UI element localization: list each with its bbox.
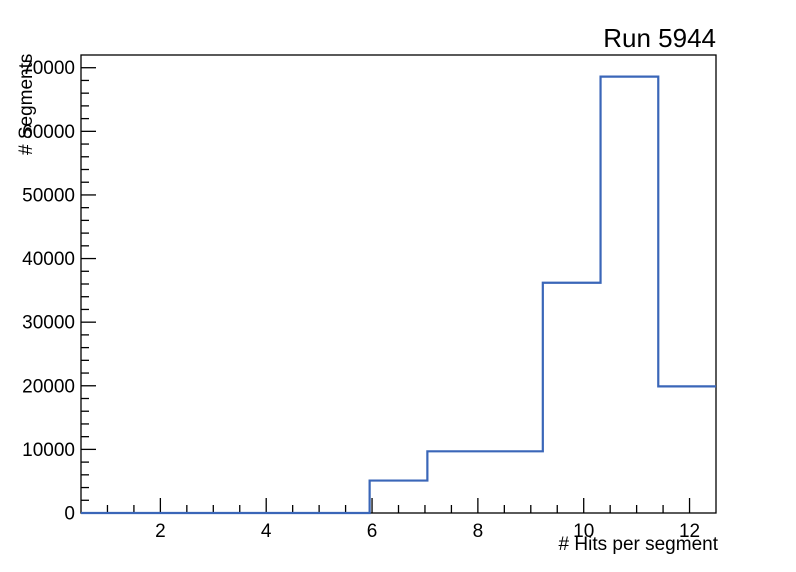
plot-frame bbox=[80, 54, 717, 514]
histogram-line bbox=[81, 75, 716, 515]
axis-ticks bbox=[81, 67, 691, 513]
plot-title: Run 5944 bbox=[603, 23, 716, 53]
x-tick-label: 2 bbox=[155, 521, 166, 542]
y-tick-label: 60000 bbox=[22, 122, 75, 143]
y-axis-title: # Segments bbox=[16, 54, 37, 155]
x-tick-label: 12 bbox=[679, 521, 700, 542]
x-tick-label: 10 bbox=[573, 521, 594, 542]
y-tick-label: 0 bbox=[64, 504, 75, 525]
x-axis-title: # Hits per segment bbox=[559, 534, 719, 555]
axis-tick-labels: 2 4 6 8 10 12 0 10000 20000 30000 40000 50000 60000 7… bbox=[22, 58, 700, 542]
y-tick-label: 50000 bbox=[22, 185, 75, 206]
y-tick-label: 70000 bbox=[22, 58, 75, 79]
x-tick-label: 6 bbox=[367, 521, 378, 542]
x-tick-label: 8 bbox=[473, 521, 484, 542]
y-tick-label: 20000 bbox=[22, 376, 75, 397]
x-tick-label: 4 bbox=[261, 521, 272, 542]
y-tick-label: 10000 bbox=[22, 440, 75, 461]
y-tick-label: 30000 bbox=[22, 313, 75, 334]
y-tick-label: 40000 bbox=[22, 249, 75, 270]
